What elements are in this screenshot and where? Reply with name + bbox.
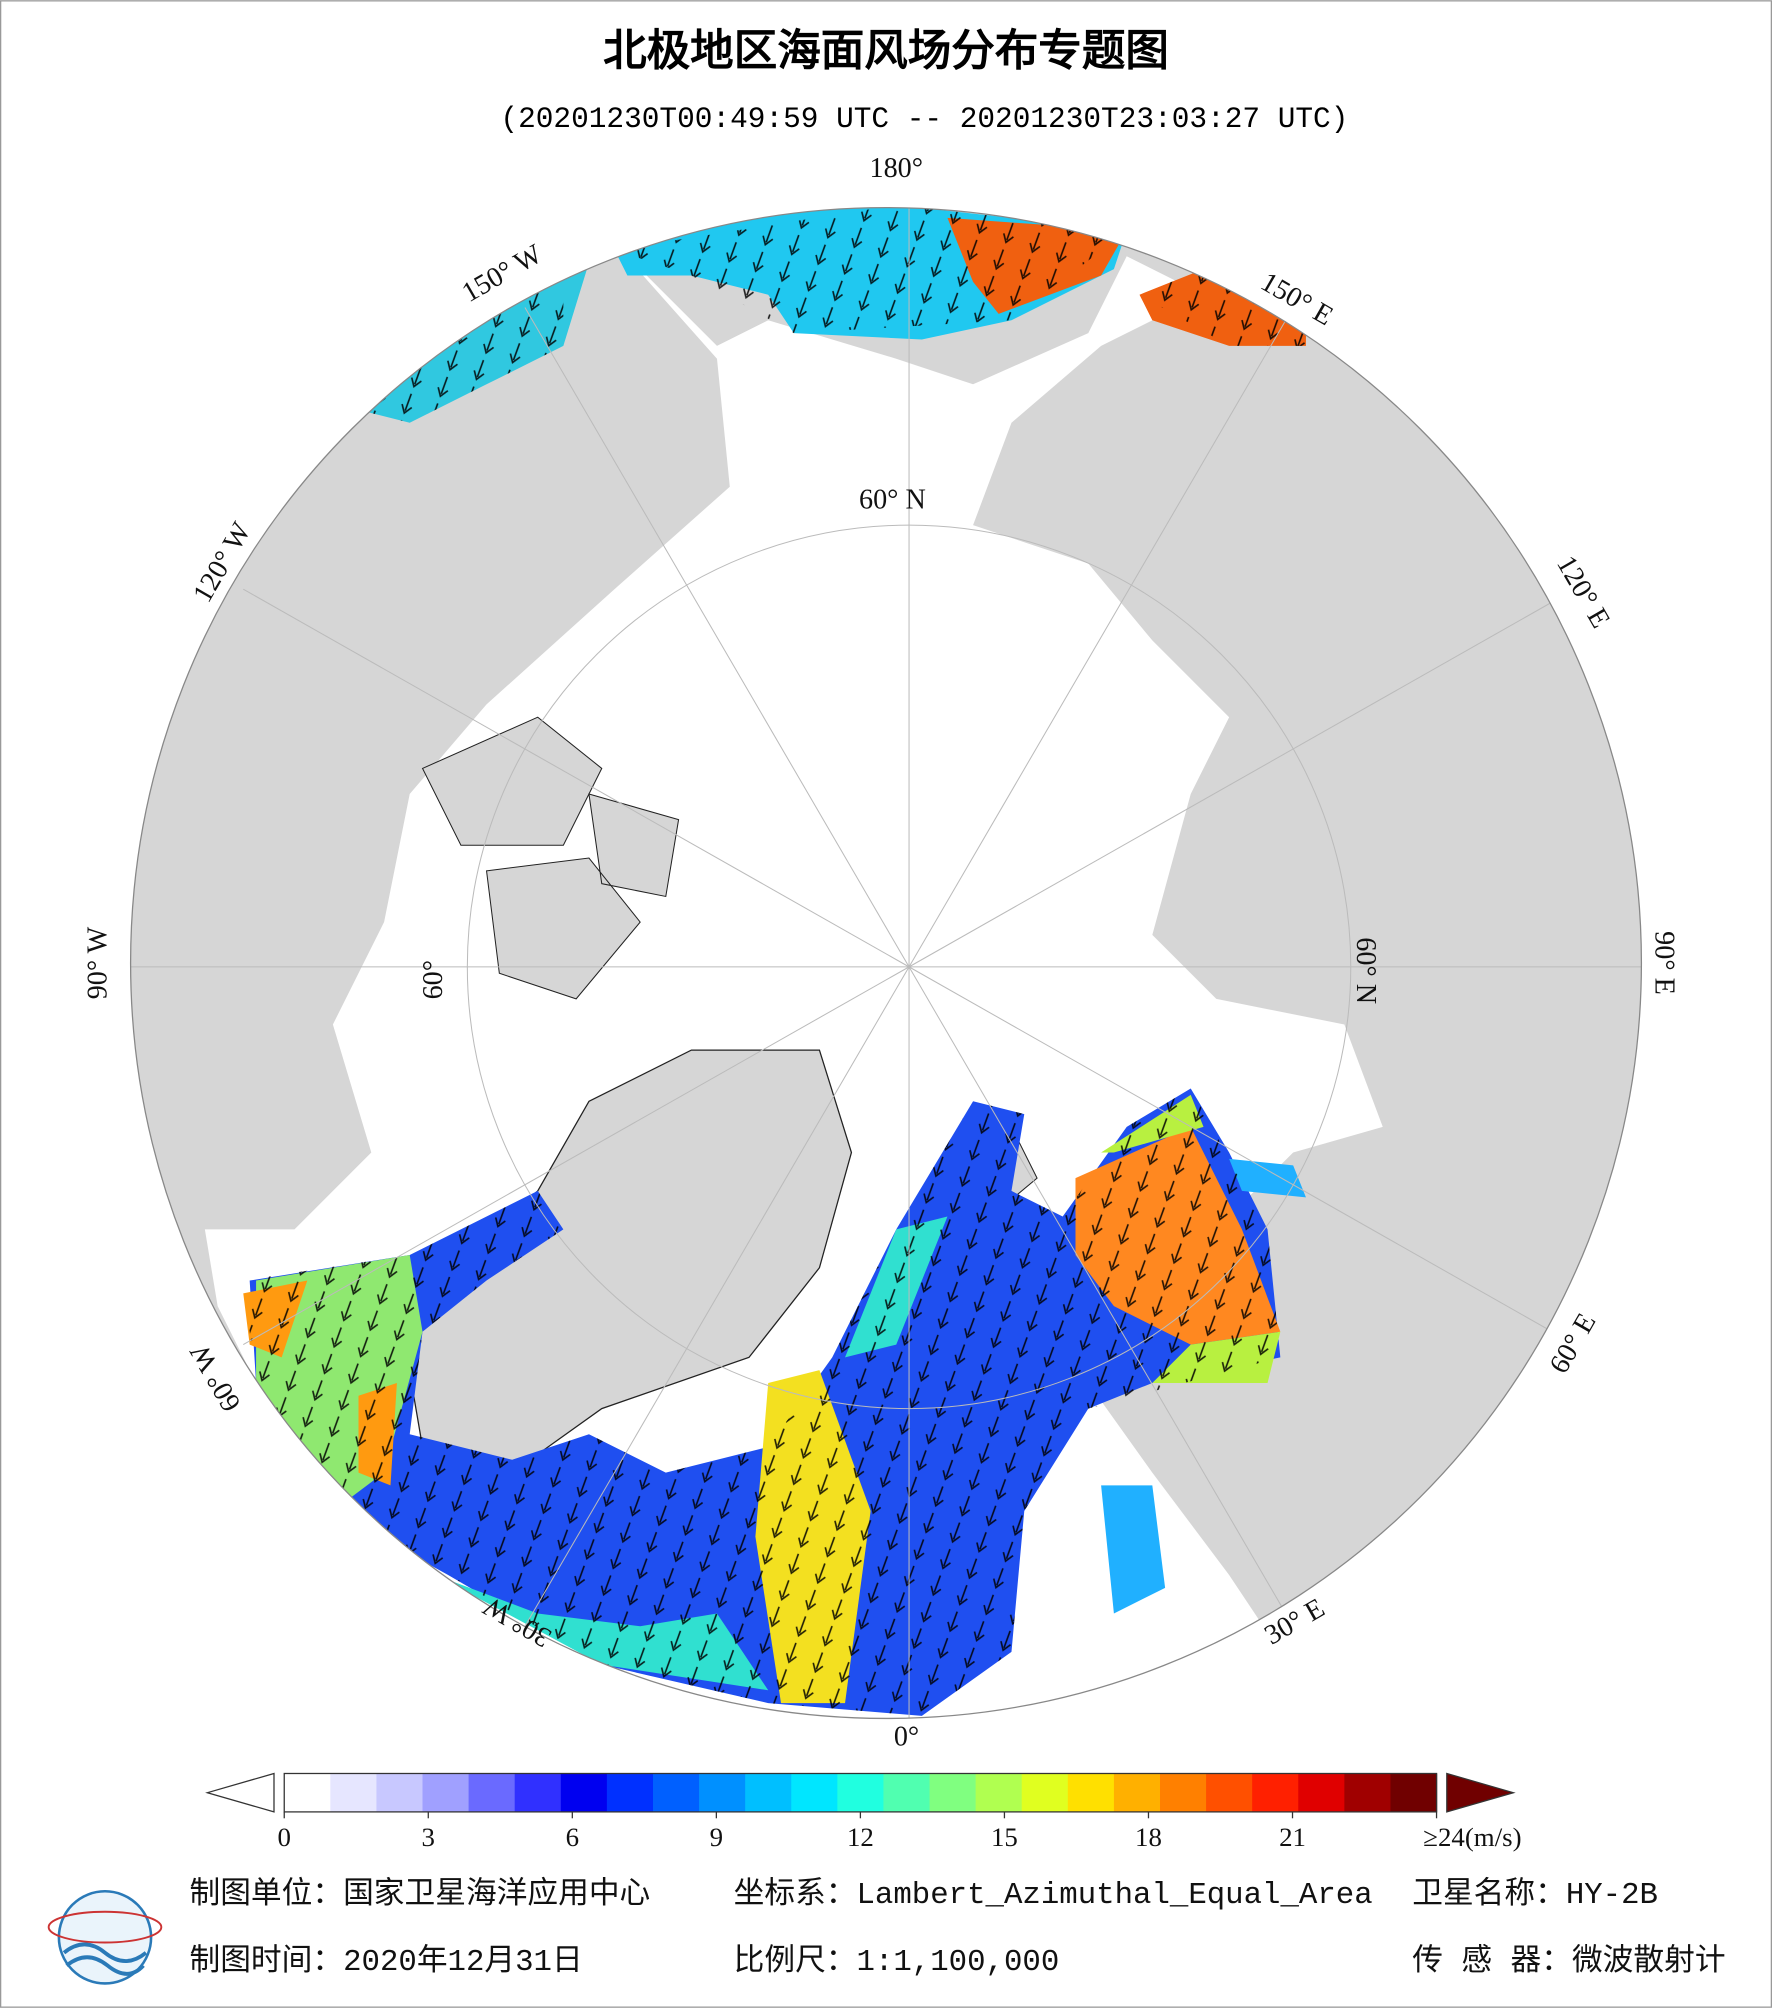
latitude-label: 60° N — [1350, 937, 1381, 1004]
colorbar-tick-label: 6 — [566, 1822, 579, 1852]
colorbar-over — [1446, 1772, 1516, 1813]
colorbar-swatch — [745, 1773, 792, 1812]
longitude-label: 90° E — [1648, 931, 1679, 995]
colorbar: 0 3 6 9 12 15 18 21 ≥24(m/s) — [205, 1772, 1522, 1852]
map-title: 北极地区海面风场分布专题图 — [603, 27, 1169, 75]
colorbar-swatch — [1390, 1773, 1438, 1812]
map-body — [130, 207, 1642, 1719]
footer-projection: 坐标系：Lambert_Azimuthal_Equal_Area — [734, 1876, 1373, 1913]
footer-date: 制图时间：2020年12月31日 — [189, 1943, 582, 1980]
colorbar-swatch — [560, 1773, 608, 1812]
colorbar-swatch — [330, 1773, 378, 1812]
colorbar-tick-label: ≥24(m/s) — [1423, 1822, 1521, 1852]
colorbar-swatch — [1021, 1773, 1069, 1812]
colorbar-swatch — [699, 1773, 746, 1812]
latitude-label: 60° — [418, 960, 449, 999]
wind-field — [243, 207, 1306, 1716]
colorbar-tick-label: 0 — [278, 1822, 291, 1852]
map-subtitle: (20201230T00:49:59 UTC -- 20201230T23:03… — [500, 102, 1348, 136]
colorbar-swatch — [975, 1773, 1023, 1812]
colorbar-swatch — [1344, 1773, 1392, 1812]
colorbar-swatch — [1067, 1773, 1115, 1812]
colorbar-swatch — [376, 1773, 424, 1812]
colorbar-under — [205, 1772, 275, 1813]
logo — [47, 1890, 163, 1985]
colorbar-swatch — [606, 1773, 654, 1812]
colorbar-swatch — [1113, 1773, 1161, 1812]
colorbar-swatch — [652, 1773, 700, 1812]
colorbar-swatch — [837, 1773, 885, 1812]
wind-patch — [1101, 1158, 1306, 1614]
islands — [421, 716, 680, 1000]
colorbar-swatch — [1252, 1773, 1299, 1812]
wind-arrows — [243, 207, 1306, 1716]
map-outline — [129, 206, 1643, 1720]
colorbar-tick-label: 18 — [1135, 1822, 1162, 1852]
longitude-label: 0° — [894, 1721, 919, 1752]
colorbar-swatch — [422, 1773, 470, 1812]
footer-unit: 制图单位：国家卫星海洋应用中心 — [189, 1876, 650, 1913]
colorbar-swatch — [1206, 1773, 1253, 1812]
colorbar-tick-label: 9 — [710, 1822, 723, 1852]
colorbar-swatch — [284, 1773, 331, 1812]
colorbar-tick-label: 15 — [991, 1822, 1018, 1852]
graticule — [130, 207, 1642, 1719]
colorbar-swatch — [883, 1773, 931, 1812]
colorbar-tick-label: 12 — [847, 1822, 874, 1852]
colorbar-swatch — [929, 1773, 977, 1812]
colorbar-swatch — [1298, 1773, 1346, 1812]
colorbar-swatch — [1159, 1773, 1207, 1812]
footer-satellite: 卫星名称：HY-2B — [1412, 1876, 1658, 1913]
longitude-label: 90° W — [82, 926, 113, 999]
colorbar-tick-label: 21 — [1279, 1822, 1306, 1852]
footer-scale: 比例尺：1:1,100,000 — [734, 1943, 1060, 1980]
colorbar-swatch — [514, 1773, 562, 1812]
colorbar-tick-label: 3 — [422, 1822, 435, 1852]
footer-sensor: 传 感 器：微波散射计 — [1412, 1943, 1725, 1980]
colorbar-swatch — [791, 1773, 838, 1812]
latitude-label: 60° N — [859, 485, 926, 516]
longitude-label: 180° — [869, 153, 923, 184]
colorbar-swatch — [468, 1773, 516, 1812]
